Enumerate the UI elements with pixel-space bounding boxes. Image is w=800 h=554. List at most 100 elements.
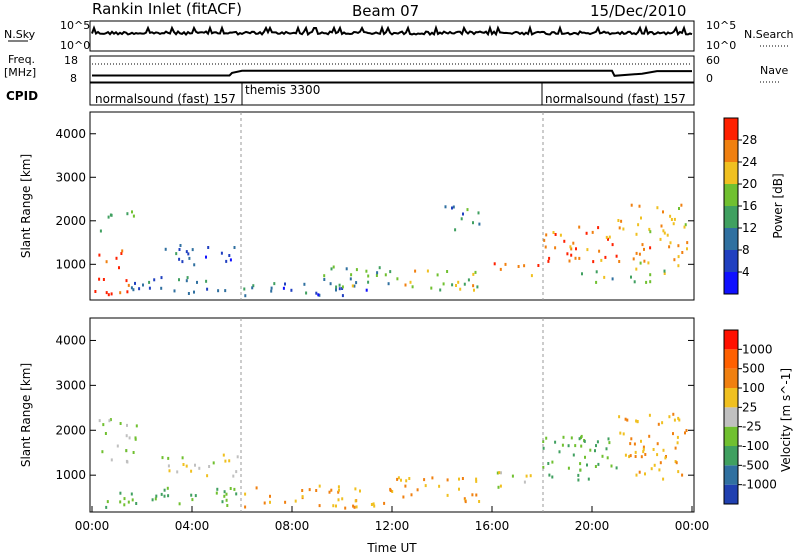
- nave-tick-low: 0: [706, 72, 713, 85]
- heatmap-cell: [223, 490, 226, 494]
- heatmap-cell: [106, 500, 109, 504]
- x-tick-label: 12:00: [375, 519, 410, 533]
- heatmap-cell: [548, 256, 551, 260]
- heatmap-cell: [657, 422, 660, 426]
- heatmap-cell: [642, 445, 645, 449]
- heatmap-cell: [680, 203, 683, 207]
- y-tick-label: 2000: [55, 214, 86, 228]
- heatmap-cell: [244, 294, 247, 298]
- heatmap-cell: [212, 461, 215, 465]
- heatmap-cell: [663, 231, 666, 235]
- heatmap-cell: [452, 205, 455, 209]
- heatmap-cell: [163, 494, 166, 498]
- heatmap-cell: [345, 267, 348, 271]
- heatmap-cell: [353, 505, 356, 509]
- heatmap-cell: [650, 467, 653, 471]
- heatmap-cell: [600, 258, 603, 262]
- heatmap-cell: [323, 278, 326, 281]
- heatmap-cell: [566, 252, 569, 256]
- heatmap-cell: [349, 277, 352, 281]
- power-colorbar-label: Power [dB]: [771, 173, 785, 238]
- heatmap-cell: [601, 454, 604, 458]
- heatmap-cell: [423, 478, 426, 482]
- heatmap-cell: [638, 470, 641, 474]
- heatmap-cell: [529, 474, 532, 478]
- heatmap-cell: [178, 257, 181, 261]
- heatmap-cell: [630, 275, 632, 279]
- heatmap-cell: [193, 290, 195, 294]
- heatmap-cell: [632, 257, 635, 261]
- heatmap-cell: [624, 417, 627, 421]
- heatmap-cell: [430, 286, 433, 290]
- colorbar-tick-label: 4: [742, 265, 750, 279]
- heatmap-cell: [119, 491, 122, 495]
- colorbar-tick-label: -1000: [742, 478, 777, 492]
- heatmap-cell: [134, 436, 137, 440]
- heatmap-cell: [123, 497, 126, 501]
- heatmap-cell: [338, 488, 340, 492]
- heatmap-cell: [404, 283, 407, 287]
- heatmap-cell: [585, 231, 588, 235]
- heatmap-cell: [547, 462, 550, 465]
- heatmap-cell: [332, 504, 335, 508]
- heatmap-cell: [641, 243, 644, 247]
- heatmap-cell: [563, 239, 566, 243]
- heatmap-cell: [454, 228, 457, 232]
- heatmap-cell: [617, 219, 620, 222]
- heatmap-cell: [181, 456, 184, 460]
- heatmap-cell: [554, 233, 557, 236]
- heatmap-cell: [228, 254, 231, 257]
- heatmap-cell: [416, 488, 419, 492]
- velocity-colorbar-label: Velocity [m s^-1]: [779, 368, 793, 472]
- heatmap-cell: [135, 502, 138, 505]
- heatmap-cell: [233, 246, 236, 249]
- plot-title: Rankin Inlet (fitACF): [92, 0, 242, 18]
- y-tick-label: 4000: [55, 127, 86, 141]
- power-ylabel: Slant Range [km]: [19, 154, 33, 258]
- heatmap-cell: [656, 442, 659, 446]
- heatmap-cell: [341, 287, 344, 290]
- heatmap-cell: [163, 488, 166, 492]
- heatmap-cell: [185, 279, 188, 283]
- heatmap-cell: [370, 503, 373, 506]
- heatmap-cell: [426, 269, 429, 273]
- heatmap-cell: [475, 477, 478, 481]
- heatmap-cell: [173, 289, 176, 293]
- velocity-ylabel: Slant Range [km]: [19, 363, 33, 467]
- colorbar-tick-label: 8: [742, 243, 750, 257]
- heatmap-cell: [649, 273, 652, 277]
- heatmap-cell: [629, 454, 632, 458]
- heatmap-cell: [126, 423, 128, 427]
- heatmap-cell: [323, 274, 326, 278]
- heatmap-cell: [107, 215, 110, 219]
- nsky-label: N.Sky: [4, 28, 36, 41]
- heatmap-cell: [558, 450, 561, 454]
- heatmap-cell: [670, 218, 673, 221]
- heatmap-cell: [676, 435, 679, 439]
- heatmap-cell: [120, 252, 123, 255]
- heatmap-cell: [578, 225, 581, 229]
- colorbar-swatch: [724, 407, 738, 427]
- colorbar-tick-label: 20: [742, 177, 757, 191]
- heatmap-cell: [188, 256, 191, 260]
- heatmap-cell: [683, 225, 686, 229]
- heatmap-cell: [608, 441, 611, 445]
- heatmap-cell: [673, 258, 676, 262]
- heatmap-cell: [463, 282, 466, 286]
- heatmap-cell: [186, 276, 189, 280]
- heatmap-cell: [577, 473, 580, 477]
- heatmap-cell: [644, 453, 647, 456]
- heatmap-cell: [610, 464, 613, 468]
- heatmap-cell: [236, 455, 239, 459]
- colorbar-swatch: [724, 446, 738, 466]
- heatmap-cell: [330, 267, 333, 271]
- heatmap-cell: [570, 436, 573, 440]
- heatmap-cell: [586, 248, 589, 252]
- x-tick-label: 16:00: [475, 519, 510, 533]
- heatmap-cell: [499, 267, 502, 271]
- heatmap-cell: [459, 287, 462, 291]
- heatmap-cell: [109, 213, 112, 217]
- heatmap-cell: [678, 418, 681, 422]
- heatmap-cell: [155, 494, 158, 498]
- heatmap-cell: [460, 217, 463, 221]
